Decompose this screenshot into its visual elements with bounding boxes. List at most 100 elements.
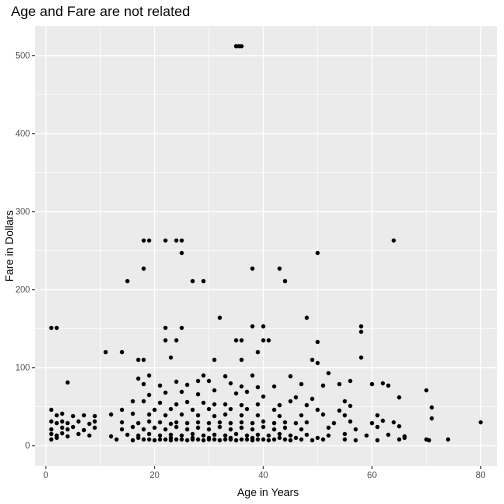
data-point <box>364 433 369 438</box>
data-point <box>163 427 168 432</box>
data-point <box>179 433 184 438</box>
data-point <box>81 428 87 433</box>
data-point <box>234 391 239 396</box>
data-point <box>168 435 173 441</box>
data-point <box>174 420 179 425</box>
data-point <box>304 315 309 320</box>
data-point <box>201 400 206 405</box>
data-point <box>288 374 293 379</box>
data-point <box>201 433 206 438</box>
data-point <box>201 279 206 284</box>
data-point <box>168 355 173 360</box>
data-point <box>299 437 304 442</box>
data-point <box>315 339 320 345</box>
data-point <box>315 407 320 412</box>
data-point <box>255 385 260 390</box>
data-point <box>141 357 146 363</box>
data-point <box>342 431 347 437</box>
data-point <box>54 413 59 418</box>
data-point <box>320 383 326 388</box>
data-point <box>272 384 277 389</box>
data-point <box>212 402 217 407</box>
data-point <box>223 437 228 442</box>
data-point <box>261 419 266 424</box>
data-point <box>157 400 163 405</box>
data-point <box>206 378 212 384</box>
data-point <box>239 425 244 430</box>
data-point <box>277 431 282 437</box>
data-point <box>168 406 173 412</box>
data-point <box>119 427 125 432</box>
data-point <box>304 432 309 437</box>
data-point <box>152 438 157 443</box>
data-point <box>147 238 152 243</box>
data-point <box>49 431 54 437</box>
data-point <box>92 419 97 424</box>
data-point <box>315 360 320 366</box>
data-point <box>157 383 163 388</box>
data-point <box>65 380 70 385</box>
data-point <box>223 374 228 379</box>
data-point <box>288 433 293 438</box>
data-point <box>326 433 331 438</box>
data-point <box>60 425 65 430</box>
data-point <box>70 413 76 419</box>
data-point <box>147 412 152 417</box>
data-point <box>212 432 217 437</box>
data-point <box>320 412 326 417</box>
data-point <box>234 338 239 343</box>
data-point <box>76 431 81 437</box>
data-point <box>250 435 255 441</box>
data-point <box>212 437 217 442</box>
data-point <box>174 424 179 430</box>
data-point <box>380 418 385 423</box>
data-point <box>228 435 233 441</box>
data-point <box>108 412 114 417</box>
data-point <box>179 389 184 394</box>
data-point <box>206 406 212 412</box>
data-point <box>272 420 277 426</box>
chart-title: Age and Fare are not related <box>11 3 190 19</box>
data-point <box>201 373 206 378</box>
data-point <box>342 413 347 418</box>
data-point <box>54 435 59 441</box>
data-point <box>119 420 125 425</box>
data-point <box>272 407 277 412</box>
data-point <box>174 379 179 384</box>
data-point <box>299 413 304 418</box>
data-point <box>277 413 282 419</box>
data-point <box>163 325 168 331</box>
data-point <box>60 431 65 436</box>
data-point <box>147 373 152 378</box>
y-tick-label: 200 <box>15 285 30 295</box>
data-point <box>342 437 347 442</box>
data-point <box>147 392 152 398</box>
data-point <box>250 324 255 329</box>
data-point <box>163 437 168 442</box>
data-point <box>130 424 135 430</box>
data-point <box>119 407 125 412</box>
data-point <box>359 324 364 329</box>
data-point <box>261 437 266 442</box>
data-point <box>190 435 195 441</box>
data-point <box>310 438 315 443</box>
data-point <box>152 407 157 412</box>
data-point <box>239 437 244 442</box>
data-point <box>190 431 195 437</box>
data-point <box>288 399 293 404</box>
data-point <box>255 402 260 407</box>
data-point <box>217 438 222 443</box>
data-point <box>369 381 375 387</box>
data-point <box>130 399 135 404</box>
data-point <box>87 421 92 426</box>
data-point <box>157 420 163 425</box>
data-point <box>348 403 353 409</box>
data-point <box>125 279 130 284</box>
x-tick-label: 20 <box>150 470 160 480</box>
data-point <box>206 435 212 441</box>
data-point <box>212 388 217 393</box>
data-point <box>76 419 81 424</box>
data-point <box>147 437 152 442</box>
data-point <box>326 425 331 430</box>
